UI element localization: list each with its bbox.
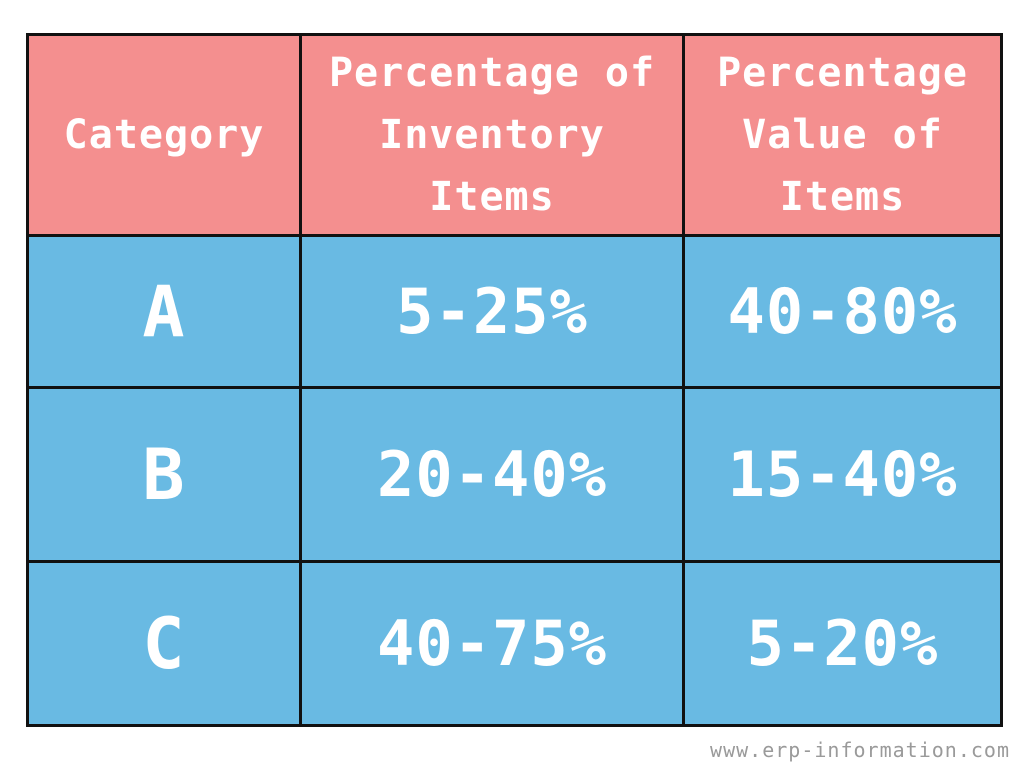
table-row: B 20-40% 15-40% xyxy=(26,386,1003,563)
category-cell: B xyxy=(26,386,302,563)
inventory-items-cell: 5-25% xyxy=(299,234,685,389)
header-category: Category xyxy=(26,33,302,237)
value-of-items-cell: 5-20% xyxy=(682,560,1003,727)
header-category-label: Category xyxy=(63,112,265,158)
abc-classification-table: Category Percentage of Inventory Items P… xyxy=(26,33,1003,727)
header-inventory-items: Percentage of Inventory Items xyxy=(299,33,685,237)
table-header-row: Category Percentage of Inventory Items P… xyxy=(26,33,1003,237)
inventory-items-cell: 40-75% xyxy=(299,560,685,727)
category-cell: C xyxy=(26,560,302,727)
inventory-items-cell: 20-40% xyxy=(299,386,685,563)
table-row: C 40-75% 5-20% xyxy=(26,560,1003,727)
header-value-of-items: Percentage Value of Items xyxy=(682,33,1003,237)
value-of-items-cell: 15-40% xyxy=(682,386,1003,563)
category-cell: A xyxy=(26,234,302,389)
value-of-items-cell: 40-80% xyxy=(682,234,1003,389)
header-inventory-items-label: Percentage of Inventory Items xyxy=(328,50,656,220)
table-row: A 5-25% 40-80% xyxy=(26,234,1003,389)
header-value-of-items-label: Percentage Value of Items xyxy=(717,50,968,220)
website-watermark: www.erp-information.com xyxy=(710,738,1010,762)
